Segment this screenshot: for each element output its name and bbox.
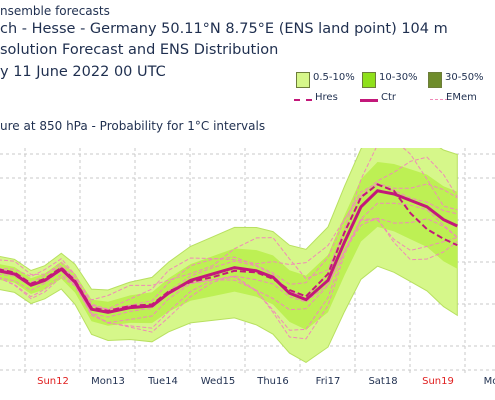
legend-emem-label: EMem	[446, 92, 477, 103]
legend-label-high: 30-50%	[445, 72, 484, 83]
x-tick-label-mor: Mor	[484, 376, 495, 387]
x-axis-labels: Sun12 Mon13 Tue14 Wed15 Thu16 Fri17 Sat18 Sun19…	[37, 376, 495, 387]
ens-member-line-5	[0, 156, 458, 310]
x-tick-label-sun19: Sun19	[422, 376, 454, 387]
chart-subtitle: ure at 850 hPa - Probability for 1°C int…	[0, 119, 266, 133]
plume-band-mid	[0, 162, 458, 330]
header-base-time: y 11 June 2022 00 UTC	[0, 64, 166, 80]
x-tick-label-fri17: Fri17	[316, 376, 341, 387]
x-tick-label-tue14: Tue14	[147, 376, 178, 387]
legend-ctr-label: Ctr	[381, 92, 397, 103]
legend-swatch-high	[428, 72, 442, 88]
legend-ctr-line	[360, 99, 378, 102]
x-tick-label-mon13: Mon13	[91, 376, 125, 387]
ens-probability-plume	[0, 148, 458, 363]
ctr-line	[0, 189, 458, 314]
legend-swatch-mid	[362, 72, 376, 88]
legend-emem-line	[430, 99, 448, 100]
legend-swatch-low	[296, 72, 310, 88]
ens-member-line-6	[0, 218, 458, 340]
legend-hres-label: Hres	[315, 92, 338, 103]
header-location: ch - Hesse - Germany 50.11°N 8.75°E (ENS…	[0, 21, 448, 37]
legend-hres-line	[294, 99, 312, 101]
ens-member-line-0	[0, 219, 458, 331]
x-tick-label-thu16: Thu16	[256, 376, 289, 387]
legend-label-low: 0.5-10%	[313, 72, 355, 83]
x-tick-label-wed15: Wed15	[201, 376, 236, 387]
x-tick-label-sat18: Sat18	[368, 376, 397, 387]
legend-label-mid: 10-30%	[379, 72, 418, 83]
x-tick-label-sun12: Sun12	[37, 376, 69, 387]
ens-member-line-4	[0, 182, 458, 311]
ens-member-line-7	[0, 148, 458, 301]
header-product: solution Forecast and ENS Distribution	[0, 42, 279, 58]
header-line-1: nsemble forecasts	[0, 4, 110, 18]
meteogram-chart: Sun12 Mon13 Tue14 Wed15 Thu16 Fri17 Sat18 Sun19…	[0, 148, 495, 387]
